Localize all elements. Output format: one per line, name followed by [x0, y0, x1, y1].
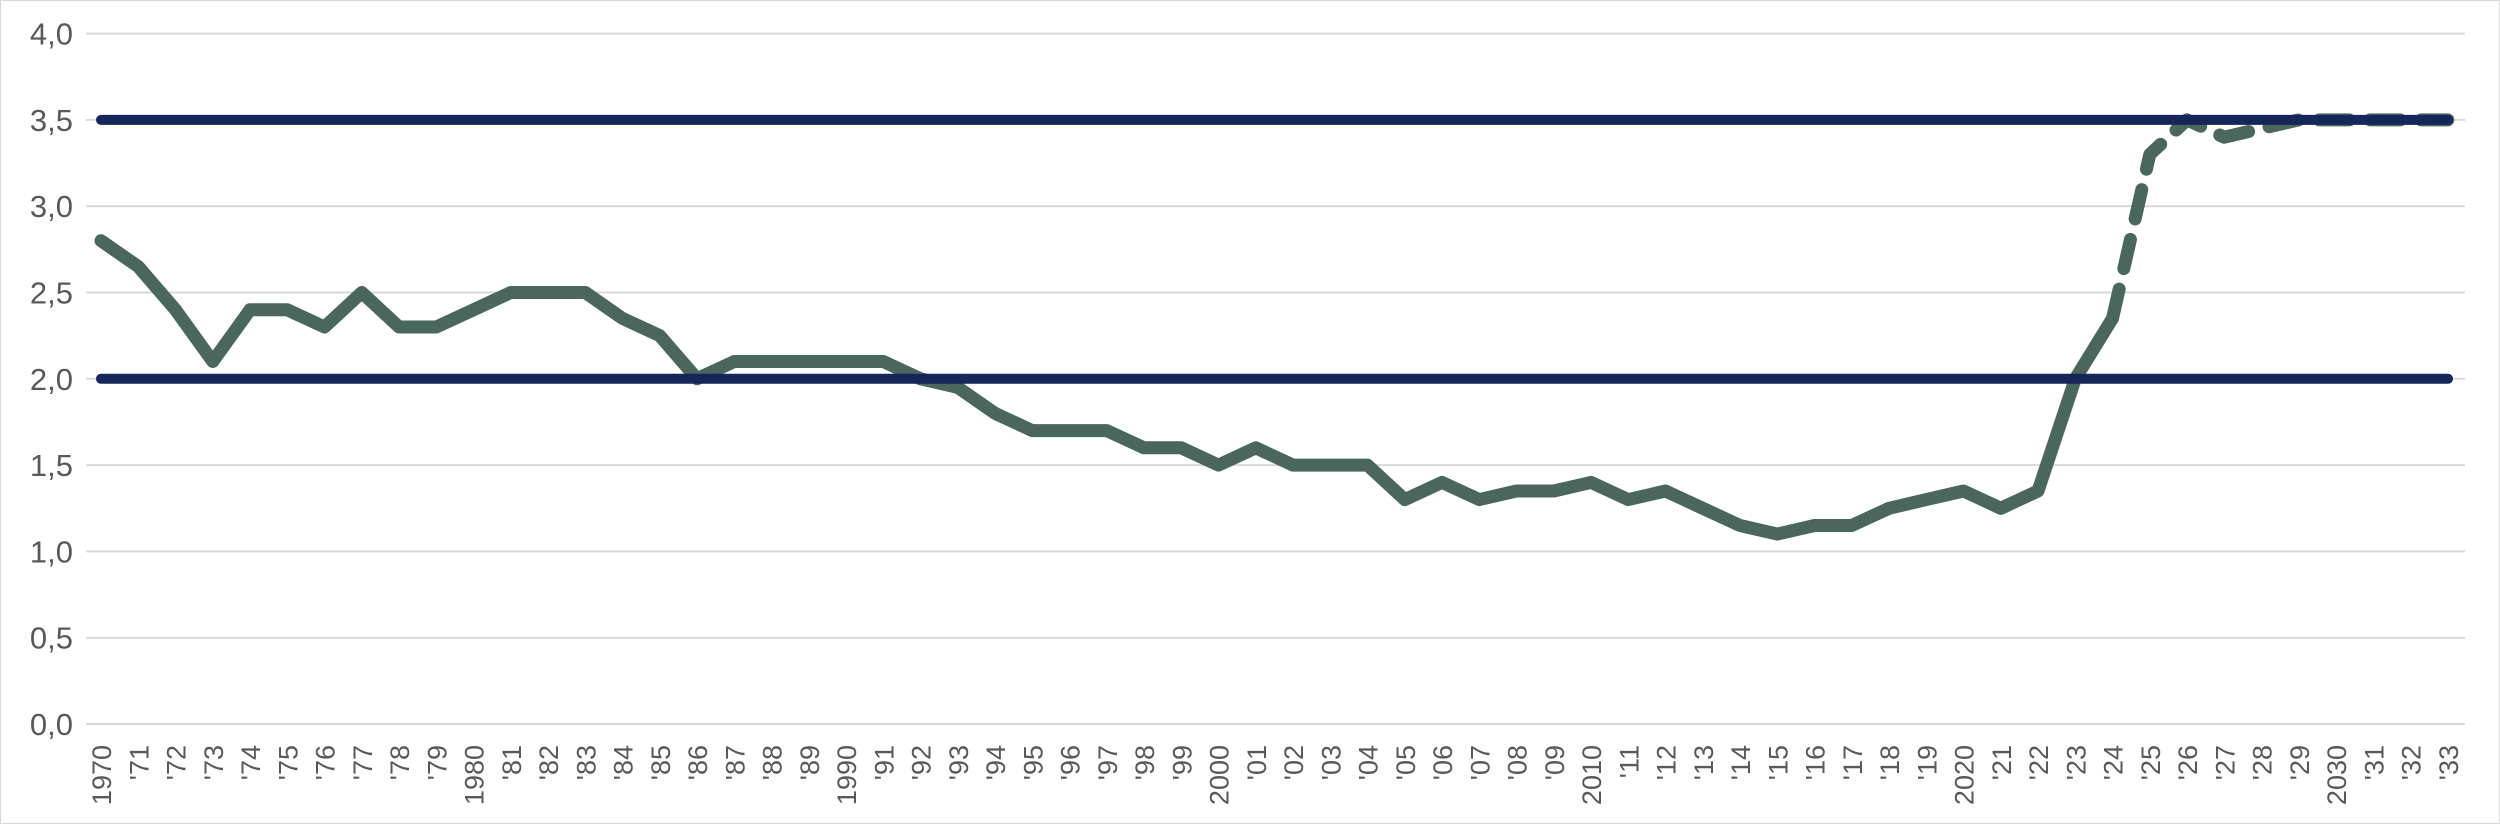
x-tick-label: '02 [1279, 745, 1309, 780]
x-tick-label: '27 [2210, 745, 2240, 780]
y-tick-label: 0,0 [30, 707, 73, 742]
x-tick-label: '09 [1540, 745, 1570, 780]
series-line-forecast [2106, 113, 2455, 325]
x-tick-label: '33 [2434, 745, 2464, 780]
x-tick-label: '23 [2061, 745, 2091, 780]
x-tick-label: '79 [422, 745, 452, 780]
x-tick-label: '99 [1167, 745, 1197, 780]
x-tick-label: '73 [199, 745, 229, 780]
x-tick-label: '01 [1242, 745, 1272, 780]
x-axis-labels: 1970'71'72'73'74'75'76'77'78'79 1980'81'8… [87, 745, 2464, 805]
y-tick-label: 3,0 [30, 189, 73, 224]
x-tick-label: 1980 [460, 745, 490, 805]
x-tick-label: '03 [1316, 745, 1346, 780]
y-tick-label: 2,0 [30, 362, 73, 397]
y-tick-label: 0,5 [30, 621, 73, 656]
x-tick-label: '81 [497, 745, 527, 780]
x-tick-label: '74 [236, 745, 266, 780]
x-tick-label: '71 [124, 745, 154, 780]
x-tick-label: 2010 [1577, 745, 1607, 805]
x-tick-label: '87 [720, 745, 750, 780]
x-tick-label: '96 [1056, 745, 1086, 780]
x-tick-label: '85 [646, 745, 676, 780]
x-tick-label: '15 [1763, 745, 1793, 780]
x-tick-label: 1990 [832, 745, 862, 805]
x-tick-label: '14 [1726, 745, 1756, 780]
x-tick-label: '93 [944, 745, 974, 780]
x-tick-label: '17 [1838, 745, 1868, 780]
x-tick-label: '18 [1875, 745, 1905, 780]
x-tick-label: '97 [1093, 745, 1123, 780]
x-tick-label: '08 [1503, 745, 1533, 780]
x-tick-label: '11 [1614, 745, 1644, 778]
x-tick-label: '77 [348, 745, 378, 780]
x-tick-label: '12 [1652, 745, 1682, 780]
x-tick-label: '24 [2099, 745, 2129, 780]
x-tick-label: '13 [1689, 745, 1719, 780]
x-tick-label: '86 [683, 745, 713, 780]
y-tick-label: 4,0 [30, 17, 73, 52]
x-tick-label: '06 [1428, 745, 1458, 780]
x-tick-label: '21 [1987, 745, 2017, 780]
x-tick-label: '88 [758, 745, 788, 780]
y-axis-labels: 0,0 0,5 1,0 1,5 2,0 2,5 3,0 3,5 4,0 [30, 17, 73, 742]
x-tick-label: '94 [981, 745, 1011, 780]
x-tick-label: '95 [1018, 745, 1048, 780]
x-tick-label: '22 [2024, 745, 2054, 780]
x-tick-label: '91 [869, 745, 899, 780]
reference-lines-group [96, 114, 2453, 384]
x-tick-label: '76 [311, 745, 341, 780]
x-tick-label: '31 [2359, 745, 2389, 780]
x-tick-label: '28 [2248, 745, 2278, 780]
x-tick-label: '75 [273, 745, 303, 780]
y-tick-label: 2,5 [30, 276, 73, 311]
x-tick-label: '72 [162, 745, 192, 780]
x-tick-label: '83 [571, 745, 601, 780]
x-tick-label: '92 [907, 745, 937, 780]
x-tick-label: '25 [2136, 745, 2166, 780]
series-group [94, 113, 2455, 541]
x-tick-label: '05 [1391, 745, 1421, 780]
x-tick-label: 2030 [2322, 745, 2352, 805]
x-tick-label: '29 [2285, 745, 2315, 780]
x-tick-label: 2020 [1950, 745, 1980, 805]
x-tick-label: 2000 [1205, 745, 1235, 805]
x-tick-label: '32 [2397, 745, 2427, 780]
x-tick-label: '07 [1465, 745, 1495, 780]
x-tick-label: '26 [2173, 745, 2203, 780]
x-tick-label: '16 [1801, 745, 1831, 780]
x-tick-label: '04 [1354, 745, 1384, 780]
x-tick-label: '98 [1130, 745, 1160, 780]
x-tick-label: 1970 [87, 745, 117, 805]
x-tick-label: '82 [534, 745, 564, 780]
y-tick-label: 1,0 [30, 534, 73, 569]
x-tick-label: '19 [1912, 745, 1942, 780]
x-tick-label: '89 [795, 745, 825, 780]
y-tick-label: 1,5 [30, 448, 73, 483]
x-tick-label: '84 [609, 745, 639, 780]
x-tick-label: '78 [385, 745, 415, 780]
series-line-actual [94, 234, 2119, 541]
y-tick-label: 3,5 [30, 103, 73, 138]
